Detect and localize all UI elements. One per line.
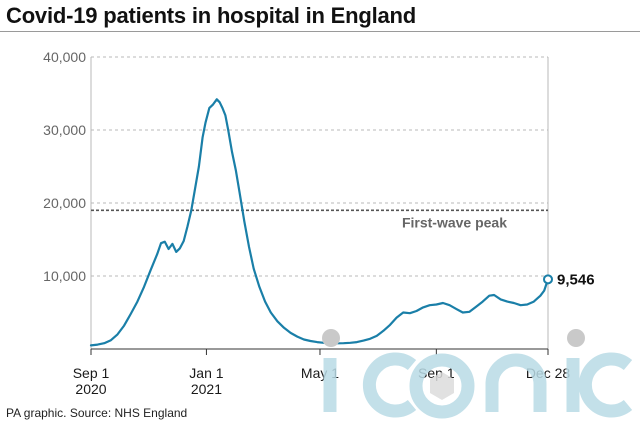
end-point-marker	[543, 274, 553, 285]
y-tick-label: 20,000	[43, 195, 86, 211]
chart-title: Covid-19 patients in hospital in England	[6, 3, 417, 28]
x-tick-year-label: 2021	[191, 381, 222, 397]
title-divider	[0, 31, 640, 32]
gridlines	[91, 56, 548, 277]
x-tick-label: Dec 28	[526, 365, 571, 381]
x-tick-label: Jan 1	[189, 365, 223, 381]
x-tick-year-label: 2020	[75, 381, 106, 397]
axes	[90, 57, 549, 355]
y-tick-label: 30,000	[43, 122, 86, 138]
x-tick-label: May 1	[301, 365, 339, 381]
first-wave-peak-label: First-wave peak	[402, 214, 507, 230]
x-tick-label: Sep 1	[73, 365, 110, 381]
source-note: PA graphic. Source: NHS England	[6, 406, 188, 420]
y-tick-label: 10,000	[43, 268, 86, 284]
x-tick-label: Sep 1	[418, 365, 455, 381]
y-tick-label: 40,000	[43, 49, 86, 65]
reference-layer: First-wave peak	[91, 209, 548, 230]
end-point-label: 9,546	[557, 271, 595, 288]
hospital-patients-line	[89, 98, 550, 347]
series-layer: 9,546	[89, 98, 595, 347]
